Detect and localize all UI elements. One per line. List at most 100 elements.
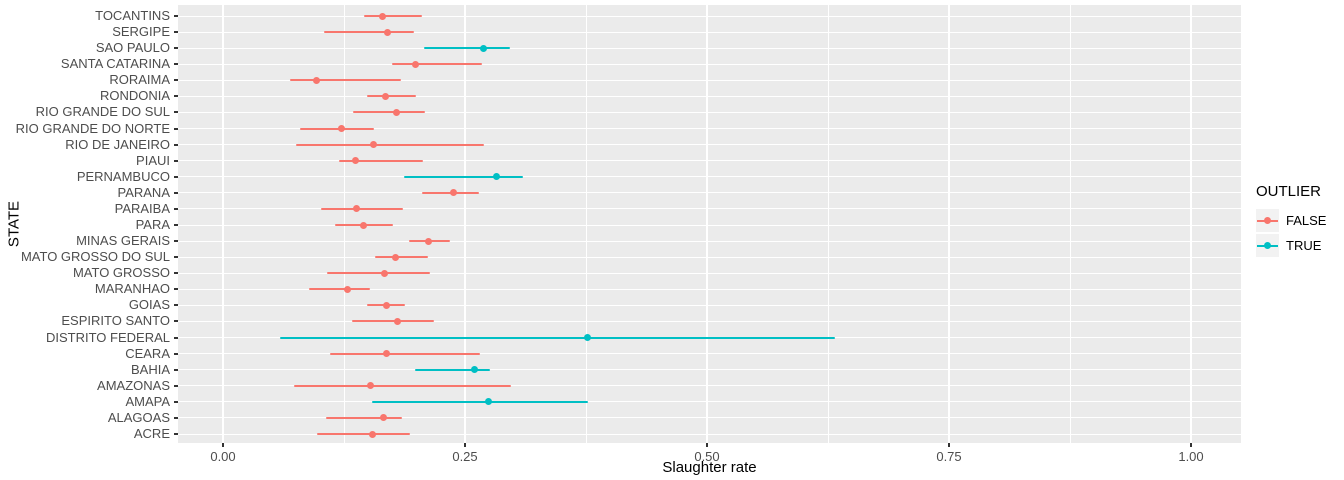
error-bar: [424, 47, 510, 50]
y-tick-label: AMAZONAS: [97, 377, 170, 393]
y-tick-label: MATO GROSSO DO SUL: [20, 249, 170, 265]
y-tick-mark: [174, 320, 178, 323]
gridline-row: [178, 353, 1241, 355]
gridline-row: [178, 111, 1241, 113]
y-tick-mark: [174, 272, 178, 275]
error-bar: [293, 384, 512, 387]
y-tick-mark: [174, 400, 178, 403]
data-point: [412, 60, 420, 68]
data-point: [359, 221, 367, 229]
data-point: [392, 108, 400, 116]
y-tick-mark: [174, 416, 178, 419]
y-tick-mark: [174, 111, 178, 114]
data-point: [383, 350, 391, 358]
gridline-minor: [585, 5, 587, 443]
y-tick-mark: [174, 384, 178, 387]
y-tick-label: ESPIRITO SANTO: [61, 313, 170, 329]
y-tick-mark: [174, 256, 178, 259]
data-point: [344, 285, 352, 293]
data-point: [369, 141, 377, 149]
legend-key-dot: [1264, 217, 1271, 224]
y-tick-mark: [174, 207, 178, 210]
data-point: [379, 12, 387, 20]
gridline-row: [178, 304, 1241, 306]
gridline-row: [178, 401, 1241, 403]
data-point: [493, 173, 501, 181]
gridline-row: [178, 47, 1241, 49]
legend-item-true: TRUE: [1256, 234, 1326, 257]
data-point: [391, 253, 399, 261]
y-tick-label: SERGIPE: [112, 24, 170, 40]
y-tick-mark: [174, 95, 178, 98]
data-point: [484, 398, 492, 406]
y-tick-mark: [174, 143, 178, 146]
error-bar: [339, 159, 424, 162]
y-tick-mark: [174, 352, 178, 355]
y-tick-label: PIAUI: [136, 152, 170, 168]
gridline-row: [178, 160, 1241, 162]
y-tick-mark: [174, 288, 178, 291]
gridline-major: [464, 5, 466, 443]
y-tick-label: TOCANTINS: [95, 8, 170, 23]
gridline-row: [178, 417, 1241, 419]
data-point: [424, 237, 432, 245]
gridline-row: [178, 63, 1241, 65]
legend-key-icon: [1256, 234, 1279, 257]
legend-key-icon: [1256, 209, 1279, 232]
gridline-minor: [827, 5, 829, 443]
data-point: [479, 44, 487, 52]
data-point: [380, 414, 388, 422]
gridline-row: [178, 224, 1241, 226]
gridline-row: [178, 144, 1241, 146]
y-tick-mark: [174, 127, 178, 130]
error-bar: [316, 433, 410, 435]
y-tick-label: SANTA CATARINA: [60, 56, 170, 72]
y-tick-mark: [174, 224, 178, 226]
y-tick-label: ACRE: [133, 426, 170, 441]
data-point: [313, 76, 321, 84]
x-tick-mark: [706, 443, 708, 447]
y-tick-label: RONDONIA: [99, 88, 170, 104]
y-tick-mark: [174, 336, 178, 339]
data-point: [368, 430, 376, 438]
y-tick-label: PARAIBA: [114, 200, 170, 216]
gridline-row: [178, 128, 1241, 130]
y-tick-label: RORAIMA: [109, 72, 170, 88]
y-tick-label: BAHIA: [130, 361, 170, 377]
error-bar: [309, 288, 371, 291]
data-point: [471, 366, 479, 374]
error-bar: [289, 79, 402, 82]
y-tick-mark: [174, 47, 178, 50]
error-bar: [392, 63, 483, 66]
y-tick-label: GOIAS: [128, 297, 170, 313]
error-bar: [295, 143, 485, 146]
error-bar: [300, 127, 374, 130]
plot-panel: [178, 5, 1241, 443]
y-tick-label: MATO GROSSO: [72, 265, 170, 281]
gridline-row: [178, 15, 1241, 17]
gridline-row: [178, 272, 1241, 274]
error-bar: [404, 175, 524, 178]
y-tick-mark: [174, 31, 178, 34]
gridline-major: [948, 5, 950, 443]
legend-item-label: TRUE: [1286, 238, 1322, 253]
legend-item-label: FALSE: [1286, 213, 1327, 228]
x-tick-label: 0.00: [210, 449, 236, 464]
gridline-row: [178, 320, 1241, 322]
error-bar: [326, 272, 431, 275]
data-point: [384, 28, 392, 36]
y-tick-mark: [174, 368, 178, 371]
gridline-row: [178, 240, 1241, 242]
gridline-row: [178, 79, 1241, 81]
error-bar: [367, 95, 416, 98]
x-axis-title: Slaughter rate: [662, 459, 757, 476]
legend: OUTLIER FALSE TRUE: [1256, 183, 1326, 259]
y-tick-label: SAO PAULO: [95, 40, 170, 56]
y-tick-label: RIO GRANDE DO SUL: [35, 104, 170, 120]
gridline-row: [178, 433, 1241, 435]
legend-title: OUTLIER: [1256, 183, 1322, 200]
y-tick-label: RIO GRANDE DO NORTE: [15, 120, 170, 136]
error-bar: [372, 400, 588, 403]
x-tick-label: 0.25: [452, 449, 478, 464]
